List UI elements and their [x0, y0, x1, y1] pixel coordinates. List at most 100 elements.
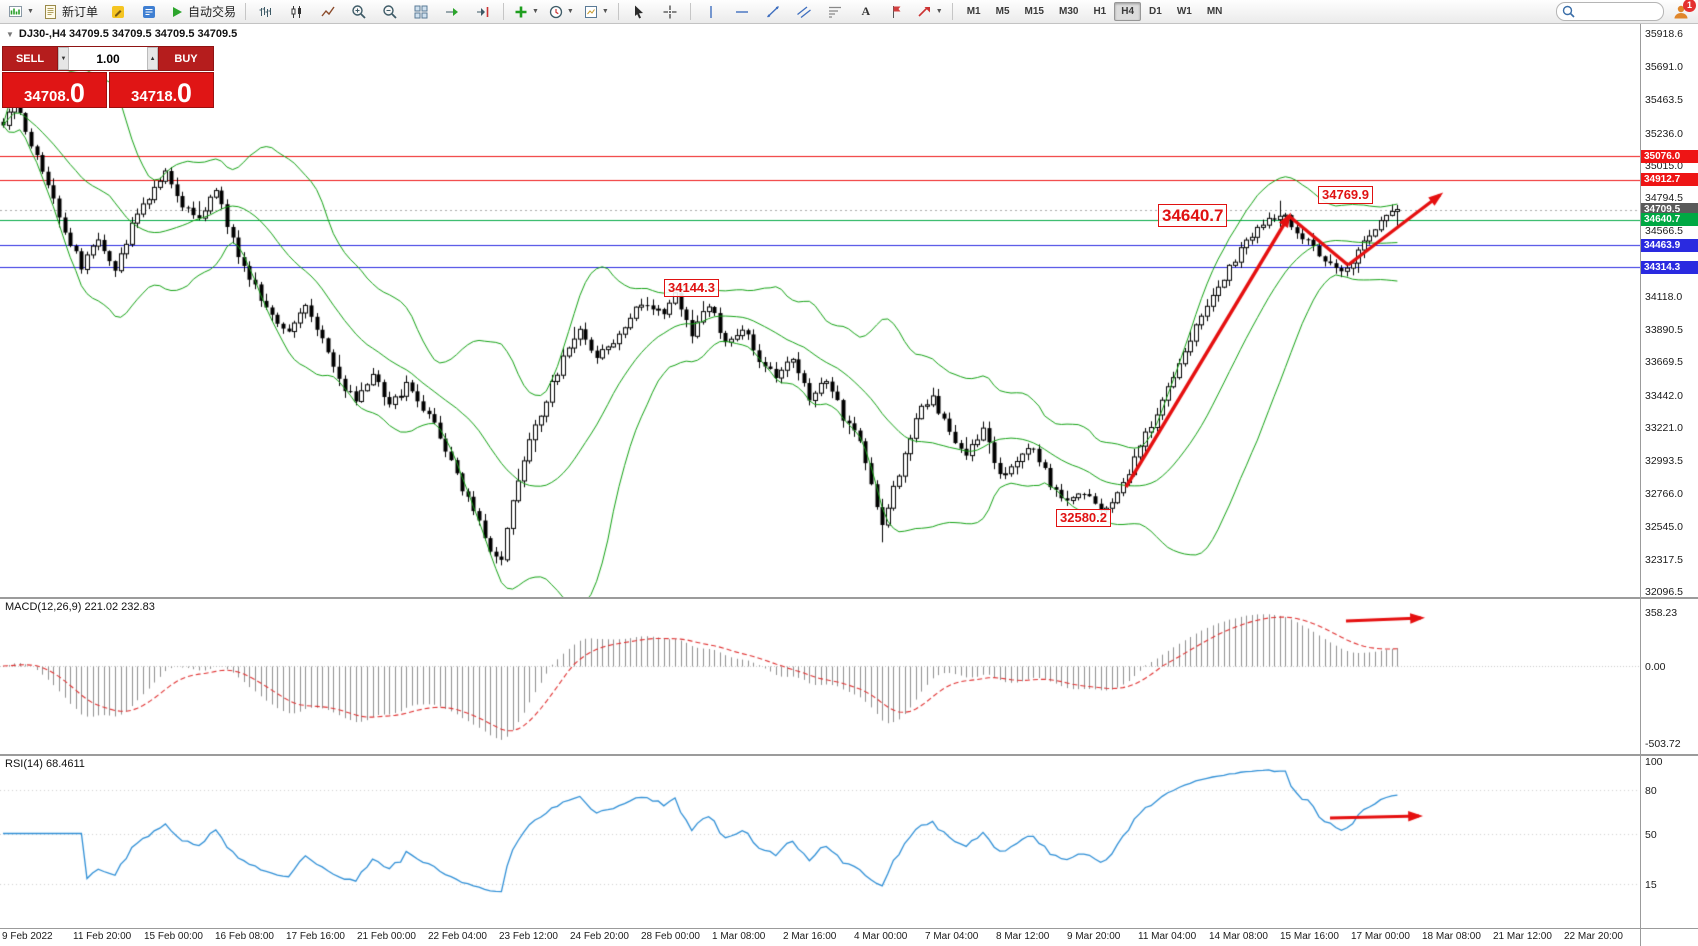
time-axis-label: 7 Mar 04:00	[925, 931, 979, 942]
arrow-shape-icon	[917, 4, 933, 20]
buy-button[interactable]: BUY	[158, 46, 214, 71]
symbol-info: ▼ DJ30-,H4 34709.5 34709.5 34709.5 34709.…	[6, 28, 237, 40]
macd-axis-label: 0.00	[1645, 661, 1666, 673]
horizontal-line-icon	[734, 4, 750, 20]
account-button[interactable]: 1	[1672, 0, 1696, 21]
rsi-indicator-label: RSI(14) 68.4611	[5, 758, 85, 770]
new-chart-icon	[8, 4, 24, 20]
pane-separator[interactable]	[0, 597, 1698, 599]
price-annotation[interactable]: 34640.7	[1158, 204, 1228, 228]
time-axis-label: 28 Feb 00:00	[641, 931, 700, 942]
flag-icon	[889, 4, 905, 20]
terminal-button[interactable]	[134, 0, 164, 23]
templates-button[interactable]: ▼	[579, 0, 613, 23]
text-tool-button[interactable]: A	[851, 0, 881, 23]
time-axis-label: 22 Feb 04:00	[428, 931, 487, 942]
price-tag: 35076.0	[1641, 149, 1698, 163]
channel-button[interactable]	[789, 0, 819, 23]
terminal-icon	[141, 4, 157, 20]
symbol-ohlc-text: DJ30-,H4 34709.5 34709.5 34709.5 34709.5	[18, 28, 238, 40]
main-chart-canvas[interactable]	[0, 24, 1640, 598]
sell-price-button[interactable]: 34708. 0	[2, 72, 107, 108]
timeframe-button-d1[interactable]: D1	[1149, 6, 1162, 17]
autotrading-button[interactable]: 自动交易	[165, 0, 240, 23]
time-axis-label: 8 Mar 12:00	[996, 931, 1050, 942]
time-axis-label: 15 Mar 16:00	[1280, 931, 1339, 942]
zoom-out-button[interactable]	[375, 0, 405, 23]
price-axis-label: 35236.0	[1645, 127, 1683, 140]
pane-separator[interactable]	[0, 754, 1698, 756]
time-axis-label: 4 Mar 00:00	[854, 931, 908, 942]
horizontal-line-button[interactable]	[727, 0, 757, 23]
crosshair-button[interactable]	[655, 0, 685, 23]
cursor-icon	[631, 4, 647, 20]
lot-decrease-button[interactable]: ▼	[58, 47, 69, 70]
timeframe-button-m15[interactable]: M15	[1024, 6, 1044, 17]
time-axis-label: 9 Feb 2022	[2, 931, 53, 942]
price-axis-label: 33221.0	[1645, 421, 1683, 434]
toolbar-separator	[689, 3, 691, 20]
chart-shift-icon	[475, 4, 491, 20]
one-click-trading-panel: SELL ▼ ▲ BUY 34708. 0 34718. 0	[2, 46, 214, 108]
arrows-tool-button[interactable]: ▼	[913, 0, 947, 23]
add-indicator-icon	[513, 4, 529, 20]
price-axis-label: 32317.5	[1645, 553, 1683, 566]
price-axis-label: 34118.0	[1645, 290, 1683, 303]
chart-line-button[interactable]	[313, 0, 343, 23]
metaeditor-button[interactable]	[103, 0, 133, 23]
lot-increase-button[interactable]: ▲	[147, 47, 158, 70]
one-click-collapse-icon[interactable]: ▼	[6, 30, 14, 39]
time-axis-label: 16 Feb 08:00	[215, 931, 274, 942]
price-axis-separator	[1640, 24, 1641, 946]
time-axis-label: 21 Mar 12:00	[1493, 931, 1552, 942]
price-axis-label: 34566.5	[1645, 225, 1683, 238]
text-icon: A	[861, 4, 871, 18]
candlestick-icon	[289, 4, 305, 20]
timeframe-button-h1[interactable]: H1	[1093, 6, 1107, 17]
cursor-button[interactable]	[624, 0, 654, 23]
timeframe-button-m30[interactable]: M30	[1058, 6, 1079, 17]
periods-button[interactable]: ▼	[544, 0, 578, 23]
vertical-line-button[interactable]	[696, 0, 726, 23]
lot-size-input[interactable]	[68, 47, 148, 70]
time-axis-label: 18 Mar 08:00	[1422, 931, 1481, 942]
sell-price-main: 34708.	[24, 88, 70, 105]
price-axis-label: 32096.5	[1645, 586, 1683, 598]
time-axis-label: 15 Feb 00:00	[144, 931, 203, 942]
text-label-button[interactable]	[882, 0, 912, 23]
rsi-canvas[interactable]	[0, 756, 1640, 928]
timeframe-button-h4[interactable]: H4	[1114, 2, 1142, 21]
chart-bars-button[interactable]	[251, 0, 281, 23]
chart-shift-button[interactable]	[468, 0, 498, 23]
metaeditor-icon	[110, 4, 126, 20]
time-axis-label: 11 Mar 04:00	[1138, 931, 1197, 942]
timeframe-button-mn[interactable]: MN	[1206, 6, 1223, 17]
search-input[interactable]	[1579, 5, 1653, 18]
sell-price-pips: 0	[69, 77, 85, 108]
search-box[interactable]	[1556, 2, 1664, 21]
toolbar-separator	[502, 3, 504, 20]
buy-price-button[interactable]: 34718. 0	[109, 72, 214, 108]
zoom-in-button[interactable]	[344, 0, 374, 23]
macd-canvas[interactable]	[0, 599, 1640, 754]
auto-scroll-button[interactable]	[437, 0, 467, 23]
price-annotation[interactable]: 34769.9	[1318, 186, 1373, 205]
indicators-button[interactable]: ▼	[509, 0, 543, 23]
price-annotation[interactable]: 32580.2	[1056, 509, 1111, 528]
new-chart-button[interactable]: ▼	[4, 0, 38, 23]
timeframe-button-m1[interactable]: M1	[966, 6, 981, 17]
sell-button[interactable]: SELL	[2, 46, 58, 71]
price-annotation[interactable]: 34144.3	[664, 279, 719, 298]
price-axis-label: 33669.5	[1645, 356, 1683, 369]
trendline-button[interactable]	[758, 0, 788, 23]
toolbar: ▼ 新订单 自动交易	[0, 0, 1698, 24]
rsi-axis-label: 80	[1645, 785, 1657, 797]
fibonacci-button[interactable]	[820, 0, 850, 23]
new-order-button[interactable]: 新订单	[39, 0, 102, 23]
chart-candles-button[interactable]	[282, 0, 312, 23]
bar-chart-icon	[258, 4, 274, 20]
tile-windows-button[interactable]	[406, 0, 436, 23]
time-axis-label: 22 Mar 20:00	[1564, 931, 1623, 942]
timeframe-button-w1[interactable]: W1	[1176, 6, 1192, 17]
timeframe-button-m5[interactable]: M5	[995, 6, 1010, 17]
